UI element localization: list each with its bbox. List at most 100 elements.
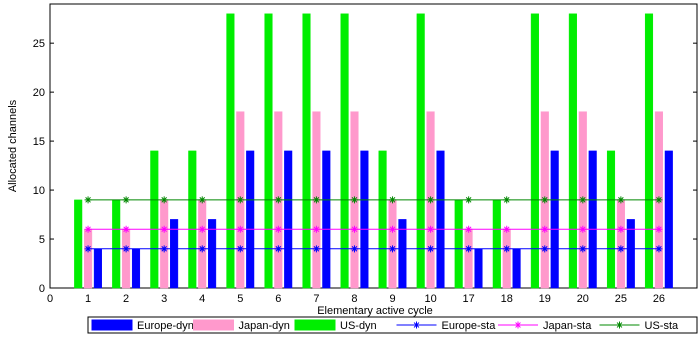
- marker-us-sta: [122, 196, 130, 204]
- legend-label-europe-sta: Europe-sta: [442, 320, 497, 332]
- x-tick-label: 8: [351, 293, 357, 305]
- marker-japan-sta: [84, 225, 92, 233]
- legend-label-japan-sta: Japan-sta: [543, 320, 592, 332]
- bar-us-dyn: [606, 150, 616, 289]
- bar-europe-dyn: [398, 219, 407, 289]
- y-tick-label: 5: [39, 234, 45, 246]
- bar-europe-dyn: [208, 219, 217, 289]
- marker-japan-sta: [427, 225, 435, 233]
- marker-europe-sta: [84, 245, 92, 253]
- bar-japan-dyn: [616, 199, 625, 289]
- x-tick-label: 20: [577, 293, 589, 305]
- marker-us-sta: [579, 196, 587, 204]
- x-tick-label: 7: [313, 293, 319, 305]
- x-tick-label: 25: [615, 293, 627, 305]
- marker-japan-sta: [122, 225, 130, 233]
- marker-europe-sta: [389, 245, 397, 253]
- bar-us-dyn: [112, 199, 121, 289]
- legend-marker-japan-sta: [514, 321, 522, 329]
- marker-us-sta: [617, 196, 625, 204]
- bar-us-dyn: [378, 150, 387, 289]
- bar-europe-dyn: [360, 150, 369, 289]
- bar-japan-dyn: [122, 228, 131, 289]
- marker-europe-sta: [160, 245, 168, 253]
- bar-japan-dyn: [84, 228, 93, 289]
- bar-europe-dyn: [284, 150, 293, 289]
- plot-frame: [49, 3, 698, 289]
- bar-us-dyn: [568, 13, 577, 289]
- bar-europe-dyn: [474, 248, 483, 289]
- marker-japan-sta: [503, 225, 511, 233]
- marker-japan-sta: [350, 225, 358, 233]
- legend-swatch-us-dyn: [294, 319, 336, 331]
- bar-japan-dyn: [160, 199, 169, 289]
- y-tick-label: 25: [33, 38, 45, 50]
- x-tick-label: 5: [237, 293, 243, 305]
- marker-japan-sta: [617, 225, 625, 233]
- x-tick-label: 17: [463, 293, 475, 305]
- legend-swatch-europe-dyn: [91, 319, 133, 331]
- x-axis-label: Elementary active cycle: [317, 305, 433, 317]
- bar-us-dyn: [340, 13, 349, 289]
- bar-japan-dyn: [198, 199, 207, 289]
- bar-europe-dyn: [512, 248, 521, 289]
- marker-us-sta: [312, 196, 320, 204]
- marker-us-sta: [274, 196, 282, 204]
- marker-europe-sta: [350, 245, 358, 253]
- bar-us-dyn: [302, 13, 311, 289]
- marker-japan-sta: [541, 225, 549, 233]
- bar-us-dyn: [150, 150, 159, 289]
- marker-japan-sta: [579, 225, 587, 233]
- bar-us-dyn: [264, 13, 273, 289]
- bar-europe-dyn: [664, 150, 673, 289]
- x-tick-label: 9: [389, 293, 395, 305]
- bar-europe-dyn: [170, 219, 179, 289]
- legend-marker-europe-sta: [413, 321, 420, 329]
- bar-europe-dyn: [588, 150, 597, 289]
- legend-label-europe-dyn: Europe-dyn: [137, 320, 194, 332]
- marker-us-sta: [198, 196, 206, 204]
- marker-japan-sta: [312, 225, 320, 233]
- x-tick-label: 18: [501, 293, 513, 305]
- marker-europe-sta: [503, 245, 511, 253]
- y-tick-label: 15: [33, 136, 45, 148]
- marker-europe-sta: [579, 245, 587, 253]
- marker-us-sta: [427, 196, 435, 204]
- marker-japan-sta: [465, 225, 473, 233]
- marker-japan-sta: [236, 225, 244, 233]
- bar-us-dyn: [74, 199, 83, 289]
- bar-japan-dyn: [502, 228, 511, 289]
- bar-europe-dyn: [436, 150, 445, 289]
- legend-marker-us-sta: [616, 321, 623, 329]
- marker-europe-sta: [236, 245, 244, 253]
- bar-europe-dyn: [93, 248, 102, 289]
- bar-japan-dyn: [464, 228, 473, 289]
- marker-europe-sta: [465, 245, 473, 253]
- bar-us-dyn: [416, 13, 425, 289]
- plot-area: 0 5 10 15 20 25 0 1 2 3 4 5 6 7 8 9 10 17 18 19 20 25 26: [33, 3, 698, 305]
- marker-europe-sta: [274, 245, 282, 253]
- bar-us-dyn: [644, 13, 654, 289]
- marker-us-sta: [160, 196, 168, 204]
- marker-japan-sta: [274, 225, 282, 233]
- bar-us-dyn: [454, 199, 463, 289]
- legend-label-us-sta: US-sta: [645, 320, 680, 332]
- x-tick-label: 4: [199, 293, 205, 305]
- marker-japan-sta: [198, 225, 206, 233]
- marker-europe-sta: [122, 245, 130, 253]
- marker-us-sta: [655, 196, 663, 204]
- marker-europe-sta: [198, 245, 206, 253]
- x-tick-label: 10: [424, 293, 436, 305]
- x-tick-label: 1: [85, 293, 91, 305]
- bar-us-dyn: [188, 150, 197, 289]
- bar-europe-dyn: [322, 150, 331, 289]
- marker-us-sta: [84, 196, 92, 204]
- marker-us-sta: [503, 196, 511, 204]
- bar-us-dyn: [492, 199, 501, 289]
- x-tick-label: 3: [161, 293, 167, 305]
- marker-us-sta: [350, 196, 358, 204]
- legend-swatch-japan-dyn: [193, 319, 234, 331]
- y-axis-label: Allocated channels: [7, 99, 19, 192]
- legend-box: [87, 316, 698, 334]
